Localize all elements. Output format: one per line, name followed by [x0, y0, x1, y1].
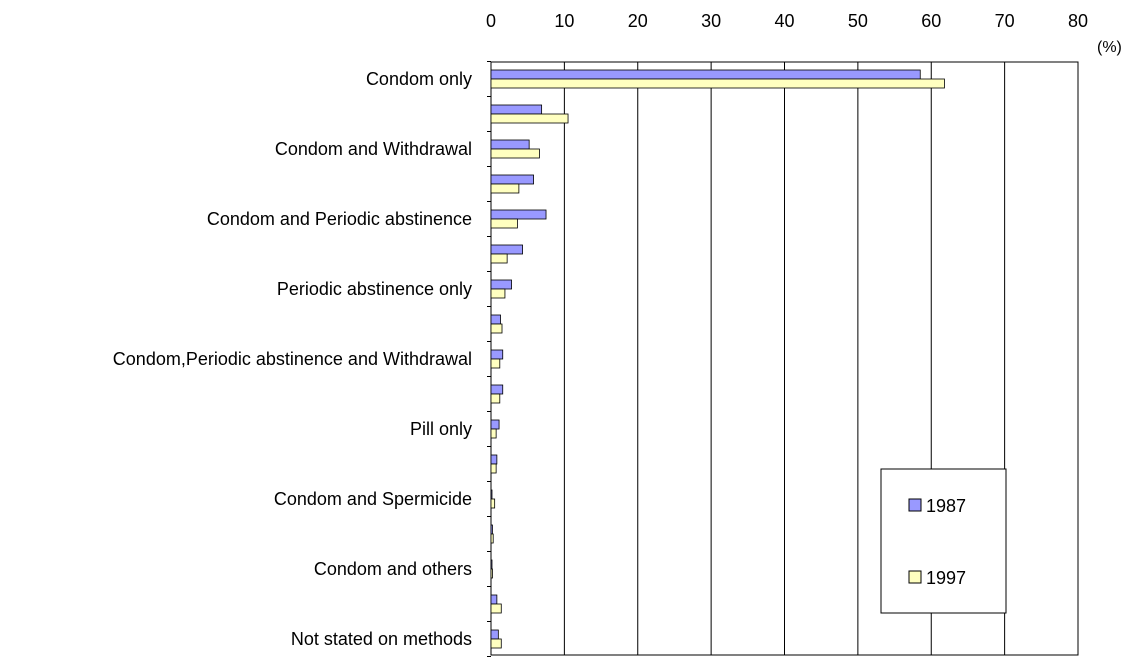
bar-1987 [490, 524, 493, 535]
bar-1997 [490, 533, 494, 544]
category-label: Condom and Withdrawal [275, 139, 472, 159]
bar-1987 [490, 314, 501, 325]
bar-1987 [490, 174, 534, 185]
bar-1997 [490, 638, 502, 649]
x-axis-ticks: 0 10 20 30 40 50 60 70 80 [486, 11, 1088, 31]
bar-1997 [490, 218, 518, 229]
legend-swatch-1987 [908, 498, 922, 512]
bar-1987 [490, 384, 504, 395]
bar-1997 [490, 463, 497, 474]
bar-1987 [490, 629, 499, 640]
bar-1987 [490, 349, 504, 360]
unit-label: (%) [1097, 39, 1122, 56]
legend-label-1987: 1987 [926, 496, 966, 516]
bar-1997 [490, 603, 502, 614]
category-label: Not stated on methods [291, 629, 472, 649]
x-tick-label: 10 [554, 11, 574, 31]
bar-1997 [490, 568, 493, 579]
bar-1997 [490, 113, 569, 124]
category-label: Condom and Periodic abstinence [207, 209, 472, 229]
category-label: Periodic abstinence only [277, 279, 472, 299]
category-label: Pill only [410, 419, 472, 439]
bar-1997 [490, 393, 501, 404]
x-tick-label: 0 [486, 11, 496, 31]
x-tick-label: 20 [628, 11, 648, 31]
category-label: Condom and Spermicide [274, 489, 472, 509]
bar-1987 [490, 69, 921, 80]
bar-1997 [490, 358, 501, 369]
x-tick-label: 60 [921, 11, 941, 31]
bar-1987 [490, 244, 523, 255]
legend-swatch-1997 [908, 570, 922, 584]
bar-1997 [490, 428, 497, 439]
x-tick-label: 40 [774, 11, 794, 31]
category-label: Condom only [366, 69, 472, 89]
bar-1997 [490, 78, 945, 89]
bar-1997 [490, 253, 508, 264]
x-tick-label: 30 [701, 11, 721, 31]
bars [490, 69, 945, 649]
legend-box [880, 468, 1007, 614]
category-label: Condom,Periodic abstinence and Withdrawa… [113, 349, 472, 369]
bar-1987 [490, 559, 493, 570]
legend-label-1997: 1997 [926, 568, 966, 588]
category-ticks [487, 61, 491, 657]
x-tick-label: 50 [848, 11, 868, 31]
bar-1987 [490, 594, 498, 605]
category-labels: Condom only Condom and Withdrawal Condom a… [113, 69, 472, 649]
category-label: Condom and others [314, 559, 472, 579]
legend: 1987 1997 [880, 468, 1007, 614]
bar-1987 [490, 139, 530, 150]
bar-1987 [490, 489, 493, 500]
bar-1987 [490, 279, 512, 290]
x-tick-label: 80 [1068, 11, 1088, 31]
bar-1987 [490, 104, 543, 115]
bar-1997 [490, 288, 506, 299]
bar-1987 [490, 209, 547, 220]
bar-1987 [490, 419, 500, 430]
bar-1997 [490, 183, 520, 194]
x-tick-label: 70 [995, 11, 1015, 31]
bar-1997 [490, 323, 503, 334]
bar-1997 [490, 148, 540, 159]
bar-1987 [490, 454, 498, 465]
bar-1997 [490, 498, 496, 509]
